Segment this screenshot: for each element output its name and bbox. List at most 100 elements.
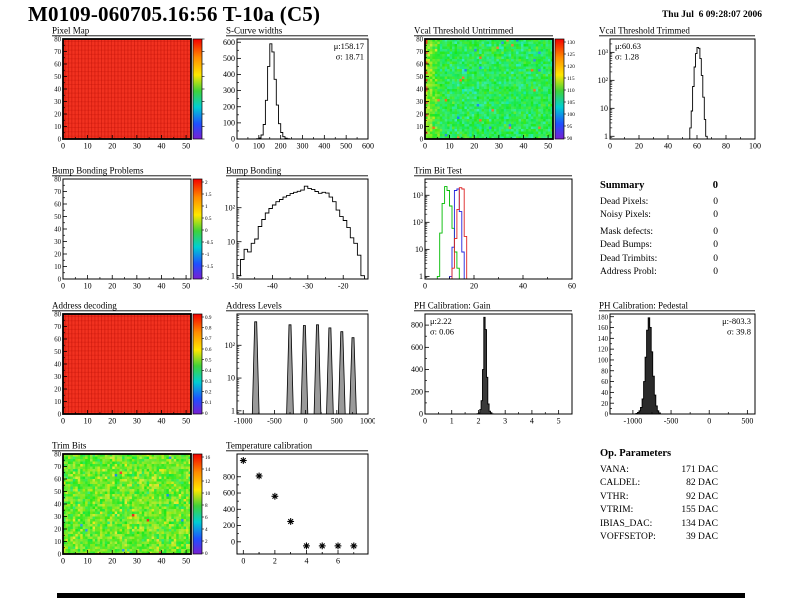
svg-text:1000: 1000 <box>360 417 375 426</box>
svg-text:Address decoding: Address decoding <box>52 301 117 311</box>
svg-text:0: 0 <box>423 417 427 426</box>
summary-row: Noisy Pixels: 0 <box>600 209 718 222</box>
svg-text:0: 0 <box>205 411 208 417</box>
svg-text:60: 60 <box>416 62 423 69</box>
svg-text:50: 50 <box>54 214 61 221</box>
plot-ph-calibration-pedestal: PH Calibration: Pedestal -1000 -500 0 500 0 20… <box>582 297 762 429</box>
plot-scurve-widths: S-Curve widths 0 100 200 300 400 500 600 0 100 200… <box>209 22 375 154</box>
summary-row: Address Probl: 0 <box>600 266 718 279</box>
svg-text:30: 30 <box>133 557 141 566</box>
svg-text:500: 500 <box>331 417 343 426</box>
plot-pixel-map: Pixel Map 0 10 20 30 40 50 0 10 20 30 40 50 60 70 80 <box>35 22 217 154</box>
svg-text:800: 800 <box>411 321 423 330</box>
svg-text:60: 60 <box>54 477 61 484</box>
op-parameters-panel: Op. Parameters VANA: 171 DAC CALDEL: 82 DA… <box>600 448 718 544</box>
svg-text:40: 40 <box>157 282 165 291</box>
svg-text:0.4: 0.4 <box>205 368 212 374</box>
svg-text:80: 80 <box>54 452 61 459</box>
row-label: Mask defects: <box>600 226 654 237</box>
svg-text:200: 200 <box>275 142 287 151</box>
row-label: VOFFSETOP: <box>600 532 656 543</box>
svg-text:Bump Bonding Problems: Bump Bonding Problems <box>52 166 144 176</box>
svg-text:60: 60 <box>601 379 608 386</box>
svg-text:-500: -500 <box>267 417 282 426</box>
svg-text:Trim Bit Test: Trim Bit Test <box>414 166 462 176</box>
row-value: 0 <box>713 267 718 278</box>
svg-text:40: 40 <box>54 87 61 94</box>
svg-text:Vcal Threshold Trimmed: Vcal Threshold Trimmed <box>599 26 690 36</box>
svg-text:40: 40 <box>601 390 608 397</box>
row-value: 0 <box>713 210 718 221</box>
row-value: 82 DAC <box>686 478 718 489</box>
svg-text:10: 10 <box>84 142 92 151</box>
svg-text:0.1: 0.1 <box>205 400 212 406</box>
svg-text:200: 200 <box>223 102 235 111</box>
row-label: Noisy Pixels: <box>600 210 651 221</box>
svg-text:90: 90 <box>567 136 573 142</box>
row-value: 171 DAC <box>681 465 718 475</box>
row-value: 0 <box>713 197 718 207</box>
svg-text:20: 20 <box>108 557 116 566</box>
svg-text:Pixel Map: Pixel Map <box>52 26 90 36</box>
svg-text:600: 600 <box>223 38 235 47</box>
svg-text:30: 30 <box>133 282 141 291</box>
svg-text:20: 20 <box>54 112 61 119</box>
svg-text:20: 20 <box>108 282 116 291</box>
svg-text:40: 40 <box>157 417 165 426</box>
svg-text:0: 0 <box>608 142 612 151</box>
param-row: IBIAS_DAC: 134 DAC <box>600 518 718 531</box>
svg-text:10: 10 <box>227 374 235 383</box>
svg-text:1: 1 <box>450 417 454 426</box>
svg-text:180: 180 <box>598 314 609 321</box>
svg-text:30: 30 <box>54 374 61 381</box>
svg-text:10: 10 <box>54 539 61 546</box>
svg-text:140: 140 <box>598 336 609 343</box>
svg-text:10: 10 <box>600 104 608 113</box>
plot-bump-bonding: Bump Bonding -50 -40 -30 -20 1 10 10² <box>209 162 375 294</box>
svg-text:400: 400 <box>411 365 423 374</box>
svg-text:0.6: 0.6 <box>205 347 212 353</box>
timestamp: Thu Jul 6 09:28:07 2006 <box>661 10 762 20</box>
plot-temperature-calibration: Temperature calibration 0 2 4 6 0 200 400 600 800 <box>209 437 375 569</box>
summary-row: Dead Bumps: 0 <box>600 239 718 252</box>
page-title: M0109-060705.16:56 T-10a (C5) <box>28 2 321 26</box>
svg-text:5: 5 <box>557 417 561 426</box>
svg-text:σ: 18.71: σ: 18.71 <box>336 52 364 62</box>
svg-text:500: 500 <box>741 417 753 426</box>
svg-text:300: 300 <box>223 86 235 95</box>
svg-text:40: 40 <box>54 362 61 369</box>
row-label: Dead Bumps: <box>600 240 652 251</box>
svg-text:60: 60 <box>693 142 701 151</box>
svg-text:50: 50 <box>54 489 61 496</box>
svg-text:80: 80 <box>54 312 61 319</box>
svg-text:10: 10 <box>54 124 61 131</box>
svg-text:1: 1 <box>231 406 235 415</box>
svg-text:10: 10 <box>446 142 454 151</box>
row-label: CALDEL: <box>600 478 641 489</box>
svg-text:50: 50 <box>182 142 190 151</box>
svg-text:Bump Bonding: Bump Bonding <box>226 166 282 176</box>
svg-text:10³: 10³ <box>598 48 609 57</box>
svg-text:0.7: 0.7 <box>205 336 212 342</box>
row-value: 92 DAC <box>686 491 718 502</box>
plot-address-decoding: Address decoding 0 10 20 30 40 50 0 10 20 30 40 50 60… <box>35 297 217 429</box>
svg-text:0: 0 <box>420 137 424 144</box>
svg-text:10: 10 <box>84 417 92 426</box>
svg-text:80: 80 <box>54 177 61 184</box>
svg-text:60: 60 <box>568 282 576 291</box>
svg-text:10²: 10² <box>225 203 236 212</box>
svg-text:10: 10 <box>84 282 92 291</box>
svg-text:20: 20 <box>54 252 61 259</box>
svg-text:60: 60 <box>54 202 61 209</box>
svg-text:20: 20 <box>470 282 478 291</box>
op-parameters-heading: Op. Parameters <box>600 448 672 459</box>
svg-text:0: 0 <box>61 417 65 426</box>
svg-text:-2: -2 <box>205 276 210 282</box>
svg-text:70: 70 <box>54 189 61 196</box>
svg-text:70: 70 <box>54 49 61 56</box>
svg-text:80: 80 <box>54 37 61 44</box>
svg-text:10: 10 <box>205 491 211 497</box>
svg-text:-1000: -1000 <box>624 417 643 426</box>
svg-text:120: 120 <box>567 64 575 70</box>
svg-text:1: 1 <box>231 271 235 280</box>
